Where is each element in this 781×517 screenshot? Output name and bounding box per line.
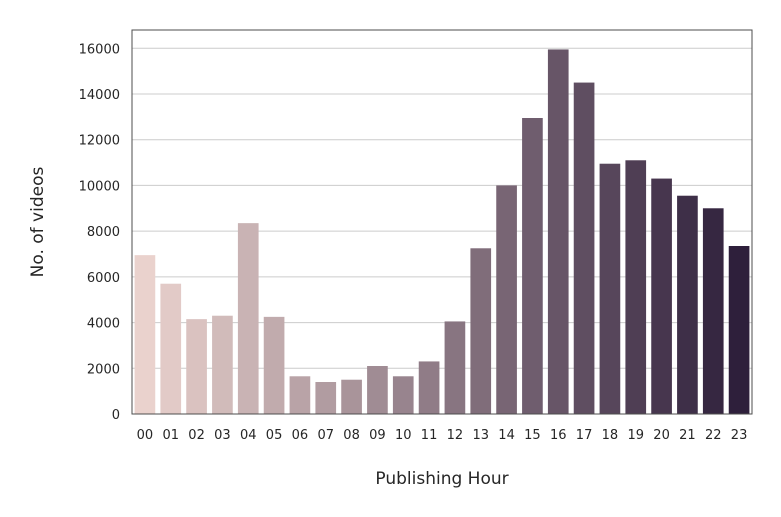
bar-hour-02 bbox=[186, 319, 207, 414]
bar-hour-09 bbox=[367, 366, 388, 414]
x-tick-label: 09 bbox=[369, 428, 386, 443]
bar-hour-20 bbox=[651, 178, 672, 414]
x-tick-label: 20 bbox=[653, 428, 670, 443]
bar-hour-23 bbox=[728, 246, 750, 414]
bar-hour-15 bbox=[522, 118, 543, 414]
bar-hour-13 bbox=[470, 248, 492, 414]
bar-hour-17 bbox=[573, 82, 595, 415]
x-tick-label: 01 bbox=[162, 428, 179, 443]
x-axis-title: Publishing Hour bbox=[375, 469, 508, 489]
x-tick-label: 14 bbox=[498, 428, 515, 443]
bar-hour-14 bbox=[496, 185, 517, 414]
y-tick-label: 10000 bbox=[79, 179, 120, 194]
bar-hour-16 bbox=[547, 49, 569, 415]
y-tick-label: 0 bbox=[112, 408, 120, 423]
x-tick-label: 00 bbox=[137, 428, 154, 443]
bar-hour-08 bbox=[341, 379, 362, 414]
x-tick-label: 13 bbox=[472, 428, 489, 443]
y-tick-label: 14000 bbox=[79, 88, 120, 103]
x-tick-label: 03 bbox=[214, 428, 231, 443]
bars bbox=[134, 49, 750, 415]
bar-hour-00 bbox=[134, 255, 156, 414]
y-tick-label: 2000 bbox=[87, 362, 120, 377]
bar-hour-18 bbox=[599, 163, 621, 414]
x-tick-label: 11 bbox=[421, 428, 438, 443]
y-tick-label: 16000 bbox=[79, 42, 120, 57]
y-axis-title: No. of videos bbox=[28, 167, 48, 278]
x-tick-label: 05 bbox=[266, 428, 283, 443]
bar-hour-12 bbox=[444, 321, 466, 414]
bar-hour-05 bbox=[263, 316, 285, 414]
bar-hour-04 bbox=[237, 223, 259, 414]
bar-hour-21 bbox=[677, 195, 698, 414]
x-tick-label: 18 bbox=[602, 428, 619, 443]
bar-hour-10 bbox=[392, 376, 414, 414]
x-tick-label: 04 bbox=[240, 428, 257, 443]
x-tick-label: 16 bbox=[550, 428, 567, 443]
bar-hour-07 bbox=[315, 382, 337, 414]
y-tick-label: 12000 bbox=[79, 134, 120, 149]
y-tick-label: 8000 bbox=[87, 225, 120, 240]
y-tick-labels: 0 2000 4000 6000 8000 10000 12000 14000 16000 bbox=[79, 42, 120, 423]
x-tick-label: 07 bbox=[317, 428, 334, 443]
x-tick-label: 08 bbox=[343, 428, 360, 443]
x-tick-label: 17 bbox=[576, 428, 593, 443]
x-tick-label: 22 bbox=[705, 428, 722, 443]
x-tick-label: 23 bbox=[731, 428, 748, 443]
x-tick-labels: 00 01 02 03 04 05 06 07 08 09 10 11 12 13 14 15 16 17 18 19… bbox=[137, 428, 748, 443]
gridlines bbox=[132, 47, 752, 415]
bar-hour-11 bbox=[418, 361, 440, 414]
bar-hour-01 bbox=[160, 283, 182, 414]
x-tick-label: 15 bbox=[524, 428, 541, 443]
y-tick-label: 6000 bbox=[87, 271, 120, 286]
x-tick-label: 02 bbox=[188, 428, 205, 443]
plot-frame bbox=[131, 29, 753, 415]
x-tick-label: 10 bbox=[395, 428, 412, 443]
x-tick-label: 19 bbox=[627, 428, 644, 443]
bar-hour-19 bbox=[625, 160, 647, 414]
bar-hour-06 bbox=[289, 376, 311, 414]
x-tick-label: 06 bbox=[292, 428, 309, 443]
bar-hour-22 bbox=[702, 208, 724, 414]
y-tick-label: 4000 bbox=[87, 317, 120, 332]
x-tick-label: 12 bbox=[447, 428, 464, 443]
x-tick-label: 21 bbox=[679, 428, 696, 443]
bar-hour-03 bbox=[212, 315, 233, 414]
